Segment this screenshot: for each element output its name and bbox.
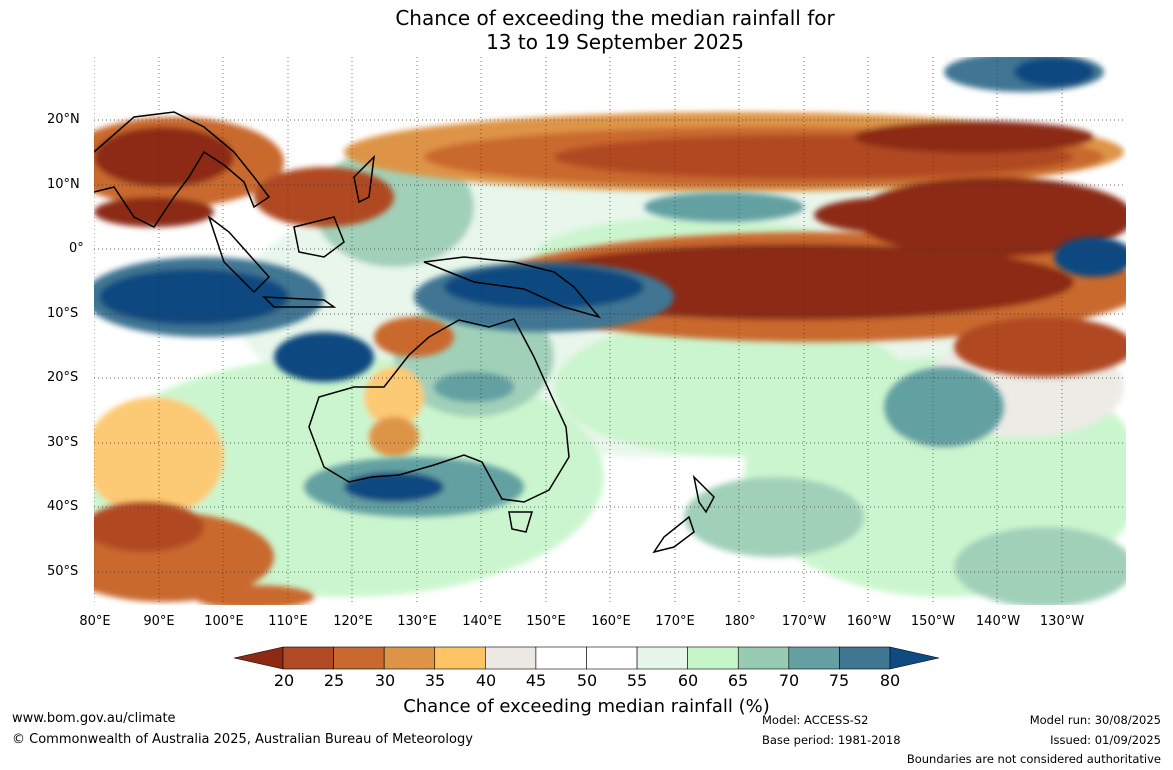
colorbar-tick-40: 40 <box>475 671 497 690</box>
map-title: Chance of exceeding the median rainfall … <box>0 6 1173 54</box>
lon-label-140w: 140°W <box>975 614 1021 629</box>
lon-label-80e: 80°E <box>79 614 111 629</box>
lat-label-10s: 10°S <box>47 306 79 321</box>
colorbar-tick-50: 50 <box>576 671 598 690</box>
colorbar-segment <box>839 646 891 670</box>
colorbar-segment <box>383 646 436 670</box>
colorbar-tick-20: 20 <box>273 671 295 690</box>
new-guinea-coast <box>423 256 602 319</box>
colorbar-tick-25: 25 <box>323 671 345 690</box>
boundaries-disclaimer: Boundaries are not considered authoritat… <box>906 752 1161 766</box>
lat-label-50s: 50°S <box>47 564 79 579</box>
lon-label-150e: 150°E <box>526 614 566 629</box>
java-coast <box>262 296 337 308</box>
title-line-1: Chance of exceeding the median rainfall … <box>395 6 835 30</box>
title-line-2: 13 to 19 September 2025 <box>486 30 744 54</box>
model-name: Model: ACCESS-S2 <box>762 713 869 727</box>
colorbar-segment <box>282 646 334 670</box>
colorbar-segment <box>737 646 790 670</box>
map-canvas <box>94 57 1126 605</box>
australia-coast <box>308 318 570 503</box>
colorbar-tick-55: 55 <box>626 671 648 690</box>
lon-label-180: 180° <box>724 614 756 629</box>
lon-label-90e: 90°E <box>143 614 175 629</box>
lon-label-170e: 170°E <box>655 614 695 629</box>
base-period: Base period: 1981-2018 <box>762 733 901 747</box>
coastlines <box>94 111 715 554</box>
colorbar-segment <box>434 646 486 670</box>
lon-label-170w: 170°W <box>781 614 827 629</box>
model-run-date: Model run: 30/08/2025 <box>1029 713 1161 727</box>
lat-label-40s: 40°S <box>47 499 79 514</box>
colorbar-svg <box>233 646 940 670</box>
rainfall-field <box>94 57 1126 605</box>
lat-label-0: 0° <box>69 241 84 256</box>
lon-label-100e: 100°E <box>204 614 244 629</box>
issued-date: Issued: 01/09/2025 <box>1050 733 1161 747</box>
colorbar-segment <box>333 646 385 670</box>
colorbar-segment <box>535 646 587 670</box>
colorbar-underflow-arrow <box>233 646 284 670</box>
colorbar-segment <box>586 646 638 670</box>
lat-label-20n: 20°N <box>47 112 80 127</box>
colorbar-segment <box>788 646 840 670</box>
lon-label-130e: 130°E <box>397 614 437 629</box>
colorbar-overflow-arrow <box>889 646 940 670</box>
sumatra-coast <box>207 214 271 294</box>
lat-label-10n: 10°N <box>47 177 80 192</box>
colorbar-title: Chance of exceeding median rainfall (%) <box>403 696 770 717</box>
lon-label-160w: 160°W <box>846 614 892 629</box>
colorbar <box>233 645 940 671</box>
colorbar-segment <box>636 646 688 670</box>
graticule <box>94 57 1126 605</box>
nz-north-island <box>692 474 715 514</box>
website-url[interactable]: www.bom.gov.au/climate <box>12 711 176 726</box>
colorbar-tick-80: 80 <box>879 671 901 690</box>
colorbar-segments <box>282 646 891 670</box>
lon-label-140e: 140°E <box>462 614 502 629</box>
colorbar-tick-35: 35 <box>424 671 446 690</box>
lon-label-150w: 150°W <box>910 614 956 629</box>
colorbar-tick-75: 75 <box>828 671 850 690</box>
colorbar-tick-60: 60 <box>677 671 699 690</box>
lon-label-120e: 120°E <box>333 614 373 629</box>
lon-label-110e: 110°E <box>268 614 308 629</box>
tasmania-coast <box>508 511 534 533</box>
colorbar-tick-30: 30 <box>374 671 396 690</box>
copyright-notice: © Commonwealth of Australia 2025, Austra… <box>12 732 473 747</box>
philippines-coast <box>353 154 376 204</box>
colorbar-tick-45: 45 <box>525 671 547 690</box>
lat-label-20s: 20°S <box>47 370 79 385</box>
colorbar-segment <box>485 646 537 670</box>
lon-label-130w: 130°W <box>1039 614 1085 629</box>
rainfall-map <box>94 57 1126 605</box>
lat-label-30s: 30°S <box>47 435 79 450</box>
borneo-coast <box>293 216 345 258</box>
colorbar-tick-65: 65 <box>727 671 749 690</box>
colorbar-tick-70: 70 <box>778 671 800 690</box>
nz-south-island <box>652 515 695 554</box>
lon-label-160e: 160°E <box>591 614 631 629</box>
colorbar-segment <box>687 646 739 670</box>
asia-coast <box>94 111 271 228</box>
